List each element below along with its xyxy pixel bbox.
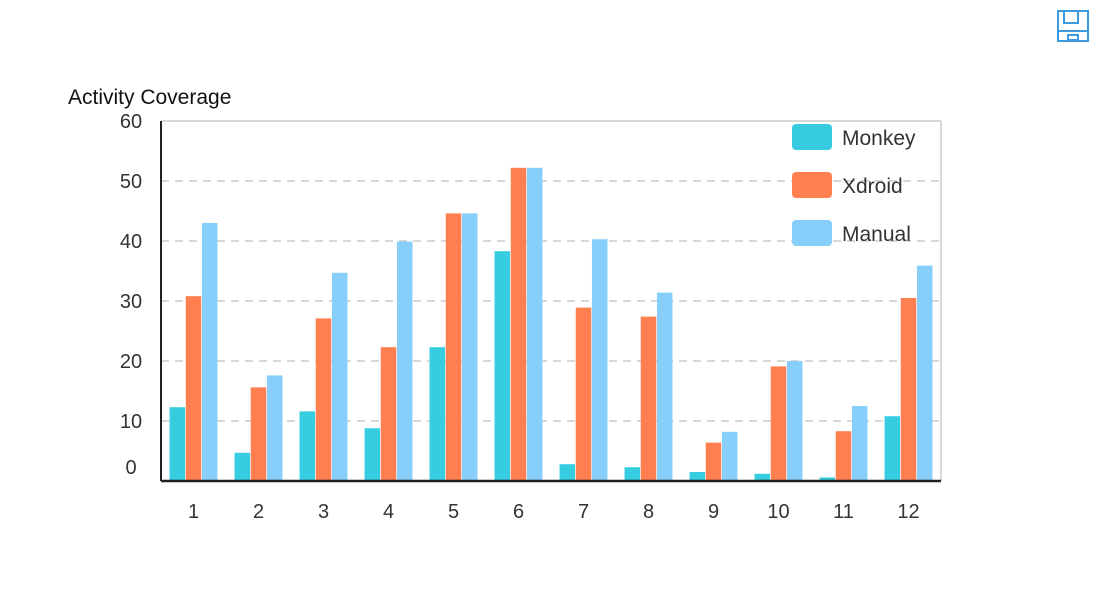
bar-xdroid-9[interactable]	[705, 442, 722, 481]
legend-label-monkey[interactable]: Monkey	[842, 127, 916, 150]
bar-monkey-6[interactable]	[494, 251, 511, 481]
bar-xdroid-4[interactable]	[380, 347, 397, 481]
bar-xdroid-11[interactable]	[835, 431, 852, 481]
x-axis-ticks: 1 2 3 4 5 6 7 8 9 10 11 12	[188, 501, 920, 523]
chart-title: Activity Coverage	[68, 86, 231, 109]
x-tick-label: 3	[318, 501, 329, 523]
bar-manual-5[interactable]	[461, 213, 478, 481]
legend-label-xdroid[interactable]: Xdroid	[842, 175, 903, 198]
save-button[interactable]	[1056, 9, 1090, 43]
bar-manual-4[interactable]	[396, 241, 413, 481]
bar-manual-7[interactable]	[591, 239, 608, 481]
x-tick-label: 9	[708, 501, 719, 523]
legend-swatch-monkey[interactable]	[792, 124, 832, 150]
x-tick-label: 10	[767, 501, 789, 523]
x-tick-label: 12	[897, 501, 919, 523]
x-tick-label: 7	[578, 501, 589, 523]
bar-xdroid-12[interactable]	[900, 298, 917, 481]
bar-monkey-10[interactable]	[754, 473, 771, 481]
bar-manual-9[interactable]	[721, 431, 738, 481]
bar-monkey-2[interactable]	[234, 452, 251, 481]
y-tick-label: 40	[120, 231, 142, 253]
bar-xdroid-6[interactable]	[510, 167, 527, 482]
y-tick-label: 50	[120, 171, 142, 193]
bars	[169, 167, 933, 482]
save-icon	[1057, 10, 1089, 42]
bar-manual-3[interactable]	[331, 272, 348, 481]
y-tick-label: 60	[120, 111, 142, 133]
legend-swatch-manual[interactable]	[792, 220, 832, 246]
bar-monkey-4[interactable]	[364, 428, 381, 481]
bar-xdroid-2[interactable]	[250, 387, 267, 481]
bar-xdroid-1[interactable]	[185, 296, 202, 481]
bar-monkey-3[interactable]	[299, 411, 316, 481]
x-tick-label: 8	[643, 501, 654, 523]
bar-manual-6[interactable]	[526, 167, 543, 482]
x-tick-label: 2	[253, 501, 264, 523]
x-tick-label: 11	[833, 501, 854, 523]
bar-monkey-9[interactable]	[689, 472, 706, 481]
bar-monkey-8[interactable]	[624, 467, 641, 481]
bar-manual-11[interactable]	[851, 406, 868, 481]
bar-xdroid-5[interactable]	[445, 213, 462, 481]
x-tick-label: 1	[188, 501, 199, 523]
legend-label-manual[interactable]: Manual	[842, 223, 911, 246]
y-axis-ticks: 0 10 20 30 40 50 60	[120, 111, 142, 479]
x-tick-label: 5	[448, 501, 459, 523]
bar-manual-2[interactable]	[266, 375, 283, 481]
y-tick-label: 20	[120, 351, 142, 373]
bar-monkey-1[interactable]	[169, 407, 186, 481]
bar-monkey-12[interactable]	[884, 416, 901, 481]
bar-manual-12[interactable]	[916, 265, 933, 481]
plot-frame	[160, 120, 942, 483]
bar-manual-1[interactable]	[201, 223, 218, 481]
bar-xdroid-8[interactable]	[640, 316, 657, 481]
y-tick-label: 30	[120, 291, 142, 313]
bar-monkey-11[interactable]	[819, 477, 836, 481]
bar-xdroid-10[interactable]	[770, 366, 787, 481]
bar-manual-8[interactable]	[656, 292, 673, 481]
x-tick-label: 4	[383, 501, 394, 523]
bar-xdroid-7[interactable]	[575, 307, 592, 481]
legend-swatch-xdroid[interactable]	[792, 172, 832, 198]
bar-manual-10[interactable]	[786, 361, 803, 481]
y-tick-label: 0	[125, 457, 136, 479]
bar-monkey-7[interactable]	[559, 464, 576, 481]
legend: Monkey Xdroid Manual	[792, 124, 916, 246]
y-tick-label: 10	[120, 411, 142, 433]
bar-monkey-5[interactable]	[429, 347, 446, 481]
bar-xdroid-3[interactable]	[315, 318, 332, 481]
x-tick-label: 6	[513, 501, 524, 523]
